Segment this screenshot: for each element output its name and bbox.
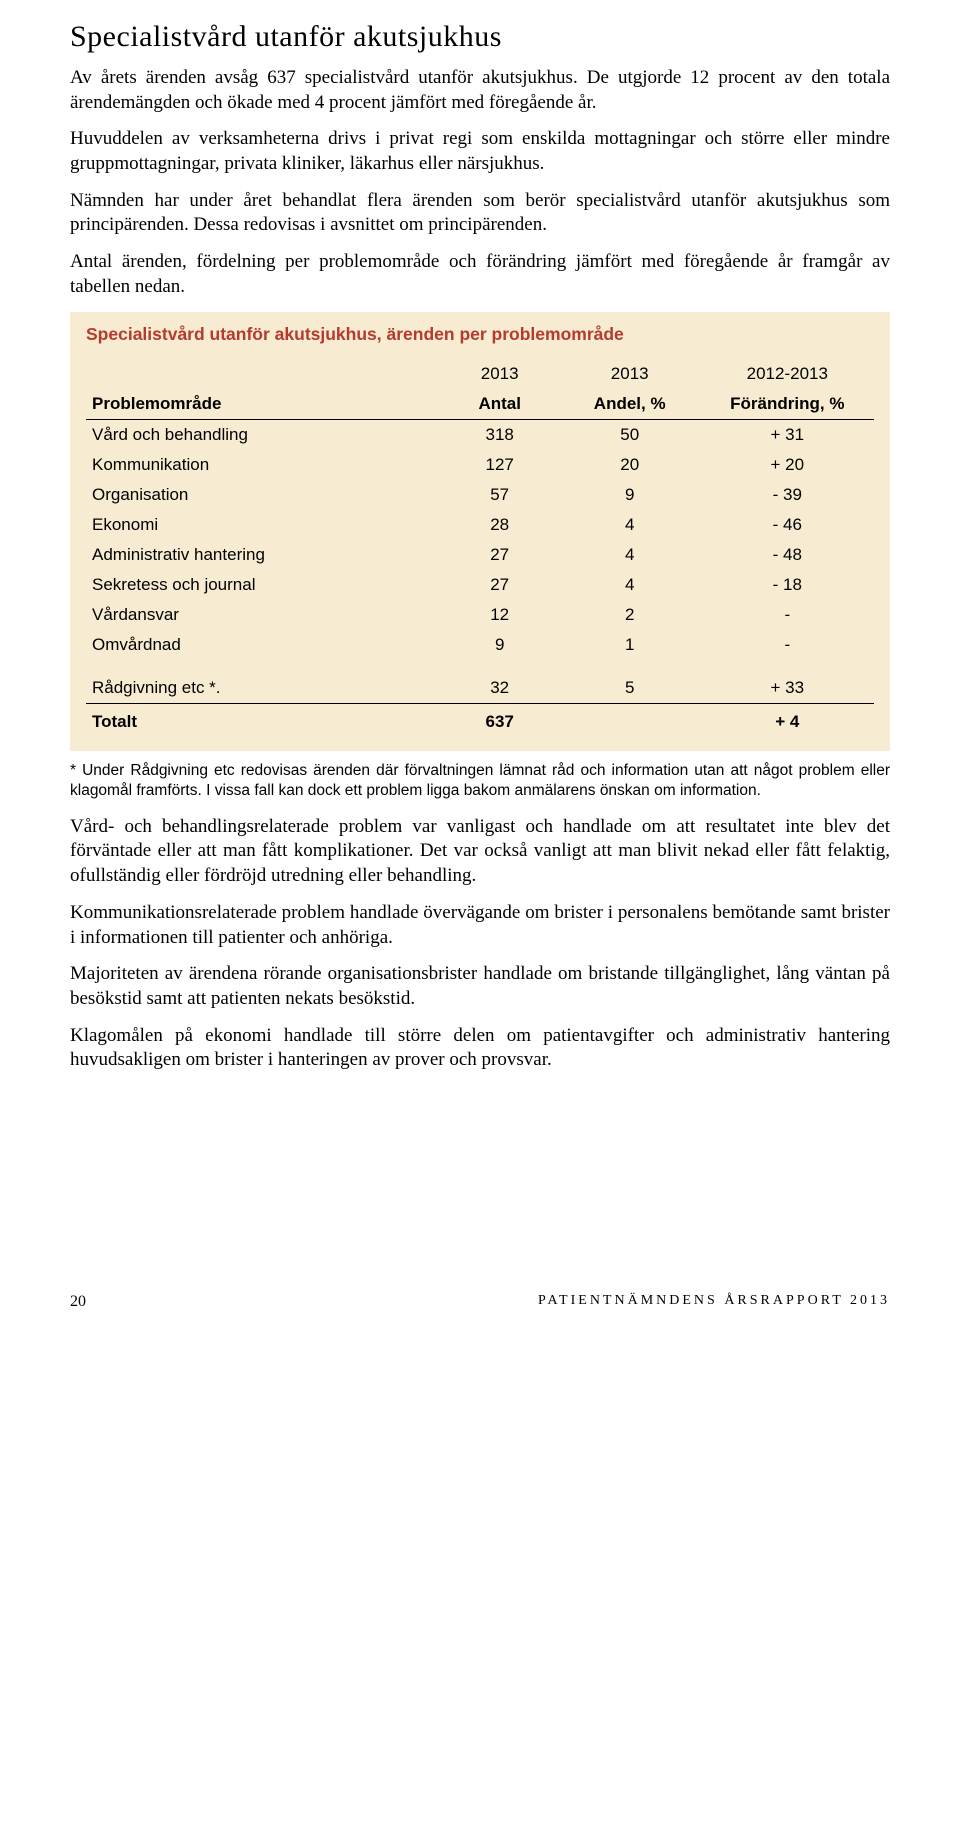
row-andel: 4: [559, 510, 701, 540]
table-row: Vårdansvar 12 2 -: [86, 600, 874, 630]
total-change: + 4: [701, 703, 874, 737]
row-antal: 32: [441, 660, 559, 704]
row-change: + 20: [701, 450, 874, 480]
row-change: - 48: [701, 540, 874, 570]
row-label: Ekonomi: [86, 510, 441, 540]
header-andel: Andel, %: [559, 389, 701, 420]
row-label: Vårdansvar: [86, 600, 441, 630]
table-title: Specialistvård utanför akutsjukhus, ären…: [86, 324, 874, 345]
row-change: + 33: [701, 660, 874, 704]
row-antal: 9: [441, 630, 559, 660]
row-andel: 5: [559, 660, 701, 704]
row-label: Sekretess och journal: [86, 570, 441, 600]
row-antal: 127: [441, 450, 559, 480]
header-antal: Antal: [441, 389, 559, 420]
total-label: Totalt: [86, 703, 441, 737]
table-row-radgivning: Rådgivning etc *. 32 5 + 33: [86, 660, 874, 704]
total-andel: [559, 703, 701, 737]
row-andel: 4: [559, 540, 701, 570]
table-row: Kommunikation 127 20 + 20: [86, 450, 874, 480]
table-row: Vård och behandling 318 50 + 31: [86, 419, 874, 450]
header-forandring: Förändring, %: [701, 389, 874, 420]
row-label: Rådgivning etc *.: [86, 660, 441, 704]
intro-paragraph-3: Nämnden har under året behandlat flera ä…: [70, 189, 890, 238]
intro-paragraph-2: Huvuddelen av verksamheterna drivs i pri…: [70, 127, 890, 176]
row-andel: 20: [559, 450, 701, 480]
row-change: -: [701, 630, 874, 660]
row-label: Administrativ hantering: [86, 540, 441, 570]
row-label: Vård och behandling: [86, 419, 441, 450]
page-footer: 20 PATIENTNÄMNDENS ÅRSRAPPORT 2013: [70, 1293, 890, 1311]
page-number: 20: [70, 1293, 86, 1311]
row-change: + 31: [701, 419, 874, 450]
intro-paragraph-4: Antal ärenden, fördelning per problemomr…: [70, 250, 890, 299]
table-container: Specialistvård utanför akutsjukhus, ären…: [70, 312, 890, 751]
table-row: Ekonomi 28 4 - 46: [86, 510, 874, 540]
row-antal: 12: [441, 600, 559, 630]
table-row: Organisation 57 9 - 39: [86, 480, 874, 510]
row-antal: 318: [441, 419, 559, 450]
year-antal: 2013: [441, 359, 559, 389]
row-andel: 9: [559, 480, 701, 510]
header-problemomrade: Problemområde: [86, 389, 441, 420]
table-row: Omvårdnad 9 1 -: [86, 630, 874, 660]
row-label: Omvårdnad: [86, 630, 441, 660]
row-andel: 4: [559, 570, 701, 600]
row-andel: 1: [559, 630, 701, 660]
row-change: -: [701, 600, 874, 630]
body-paragraph-6: Kommunikationsrelaterade problem handlad…: [70, 901, 890, 950]
row-antal: 27: [441, 540, 559, 570]
year-forandring: 2012-2013: [701, 359, 874, 389]
total-antal: 637: [441, 703, 559, 737]
row-change: - 39: [701, 480, 874, 510]
row-label: Kommunikation: [86, 450, 441, 480]
table-header-row: Problemområde Antal Andel, % Förändring,…: [86, 389, 874, 420]
row-label: Organisation: [86, 480, 441, 510]
row-antal: 28: [441, 510, 559, 540]
intro-paragraph-1: Av årets ärenden avsåg 637 specialistvår…: [70, 66, 890, 115]
row-change: - 18: [701, 570, 874, 600]
table-footnote: * Under Rådgivning etc redovisas ärenden…: [70, 761, 890, 801]
table-total-row: Totalt 637 + 4: [86, 703, 874, 737]
row-andel: 50: [559, 419, 701, 450]
data-table: 2013 2013 2012-2013 Problemområde Antal …: [86, 359, 874, 737]
row-antal: 57: [441, 480, 559, 510]
page-title: Specialistvård utanför akutsjukhus: [70, 20, 890, 54]
row-antal: 27: [441, 570, 559, 600]
year-andel: 2013: [559, 359, 701, 389]
row-andel: 2: [559, 600, 701, 630]
body-paragraph-5: Vård- och behandlingsrelaterade problem …: [70, 815, 890, 889]
body-paragraph-7: Majoriteten av ärendena rörande organisa…: [70, 962, 890, 1011]
table-year-row: 2013 2013 2012-2013: [86, 359, 874, 389]
table-row: Sekretess och journal 27 4 - 18: [86, 570, 874, 600]
table-row: Administrativ hantering 27 4 - 48: [86, 540, 874, 570]
body-paragraph-8: Klagomålen på ekonomi handlade till stör…: [70, 1024, 890, 1073]
row-change: - 46: [701, 510, 874, 540]
footer-right-text: PATIENTNÄMNDENS ÅRSRAPPORT 2013: [538, 1293, 890, 1311]
